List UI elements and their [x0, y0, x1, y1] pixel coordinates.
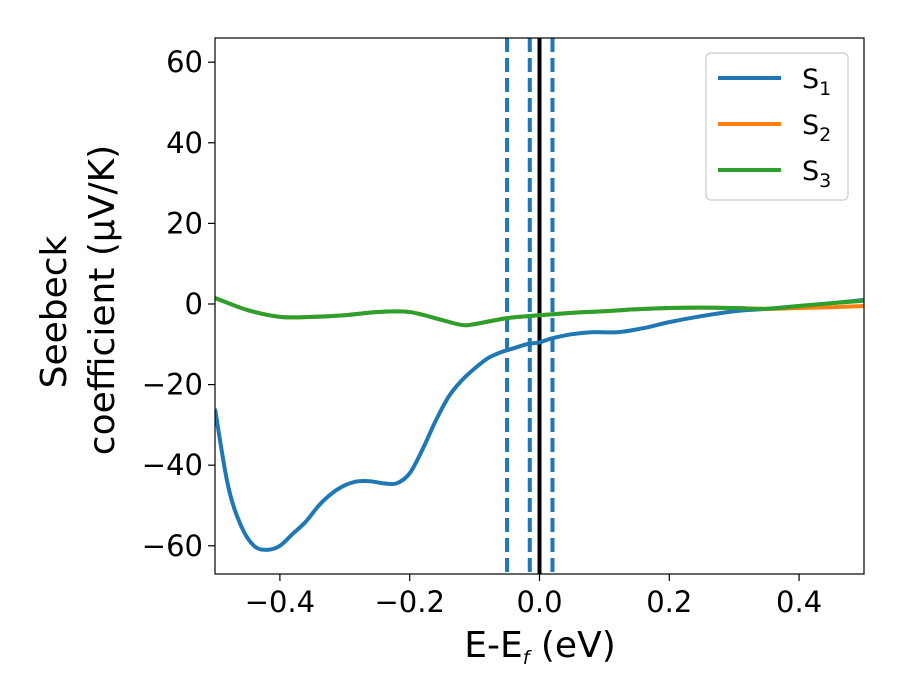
- legend-box: [705, 52, 849, 201]
- y-tick-label: −40: [142, 448, 203, 482]
- legend: S1 S2 S3: [705, 52, 849, 201]
- series-line-S1: [215, 297, 864, 552]
- y-axis-label-line1: Seebeck: [34, 235, 75, 388]
- x-tick-label: 0.2: [646, 585, 692, 619]
- plot-layer: [215, 38, 864, 574]
- legend-label-S3: S3: [802, 156, 831, 192]
- y-tick-label: 60: [166, 45, 203, 79]
- x-tick-label: −0.2: [374, 585, 444, 619]
- x-tick-label: −0.4: [245, 585, 315, 619]
- x-axis-label-unit: (eV): [529, 625, 615, 666]
- x-tick-label: 0.4: [776, 585, 822, 619]
- y-tick-label: 20: [166, 206, 203, 240]
- y-tick-label: −60: [142, 529, 203, 563]
- x-axis-label-sub: f: [523, 647, 533, 669]
- y-tick-label: −20: [142, 368, 203, 402]
- x-axis-label-main: E-E: [464, 625, 522, 666]
- x-axis-label: E-Ef (eV): [464, 625, 616, 669]
- y-axis-label-line2: coefficient (μV/K): [82, 145, 123, 455]
- legend-label-S1: S1: [802, 64, 831, 100]
- y-tick-label: 40: [166, 126, 203, 160]
- legend-label-S2: S2: [802, 110, 831, 146]
- x-tick-label: 0.0: [516, 585, 562, 619]
- series-line-S3: [215, 296, 864, 328]
- axes-layer: −0.4 −0.2 0.0 0.2 0.4 −60 −40 −20 0 20 40 60: [142, 37, 865, 619]
- plot-area: [215, 38, 864, 574]
- y-tick-label: 0: [185, 287, 203, 321]
